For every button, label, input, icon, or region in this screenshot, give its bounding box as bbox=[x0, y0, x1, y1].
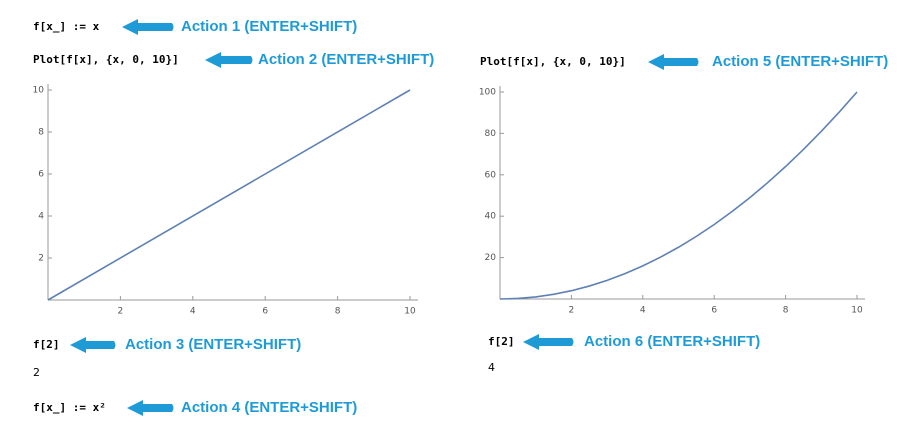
arrow bbox=[127, 400, 174, 416]
action-label: Action 2 (ENTER+SHIFT) bbox=[258, 51, 434, 68]
arrow bbox=[122, 19, 174, 35]
y-tick-label: 40 bbox=[485, 212, 497, 222]
y-tick-label: 80 bbox=[485, 129, 497, 139]
arrow bbox=[648, 54, 699, 70]
y-tick-label: 6 bbox=[38, 170, 44, 180]
plot-line bbox=[47, 89, 411, 301]
x-tick-label: 10 bbox=[851, 306, 863, 316]
y-tick-label: 20 bbox=[485, 253, 497, 263]
input-code: Plot[f[x], {x, 0, 10}] bbox=[480, 55, 626, 68]
x-tick-label: 4 bbox=[640, 306, 646, 316]
arrow bbox=[70, 337, 116, 353]
input-code: f[x_] := x² bbox=[33, 401, 106, 414]
x-tick-label: 2 bbox=[118, 307, 124, 317]
x-tick-label: 10 bbox=[404, 307, 416, 317]
y-tick-label: 10 bbox=[33, 86, 45, 96]
y-tick-label: 8 bbox=[38, 128, 44, 138]
arrow bbox=[523, 334, 574, 350]
x-tick-label: 2 bbox=[569, 306, 575, 316]
action-label: Action 6 (ENTER+SHIFT) bbox=[584, 333, 760, 350]
input-code: f[2] bbox=[488, 335, 515, 348]
output: 2 bbox=[33, 366, 40, 379]
y-tick-label: 4 bbox=[38, 212, 44, 222]
arrow bbox=[205, 52, 253, 68]
action-label: Action 3 (ENTER+SHIFT) bbox=[125, 336, 301, 353]
y-tick-label: 60 bbox=[485, 170, 497, 180]
y-tick-label: 100 bbox=[479, 88, 496, 98]
plot-line bbox=[499, 91, 858, 300]
output: 4 bbox=[488, 361, 495, 374]
input-code: f[x_] := x bbox=[33, 20, 100, 33]
x-tick-label: 4 bbox=[190, 307, 196, 317]
action-label: Action 1 (ENTER+SHIFT) bbox=[181, 18, 357, 35]
x-tick-label: 8 bbox=[335, 307, 341, 317]
action-label: Action 4 (ENTER+SHIFT) bbox=[181, 399, 357, 416]
x-tick-label: 8 bbox=[783, 306, 789, 316]
y-tick-label: 2 bbox=[38, 254, 44, 264]
x-tick-label: 6 bbox=[711, 306, 717, 316]
input-code: Plot[f[x], {x, 0, 10}] bbox=[33, 53, 179, 66]
action-label: Action 5 (ENTER+SHIFT) bbox=[712, 53, 888, 70]
x-tick-label: 6 bbox=[262, 307, 268, 317]
input-code: f[2] bbox=[33, 338, 60, 351]
